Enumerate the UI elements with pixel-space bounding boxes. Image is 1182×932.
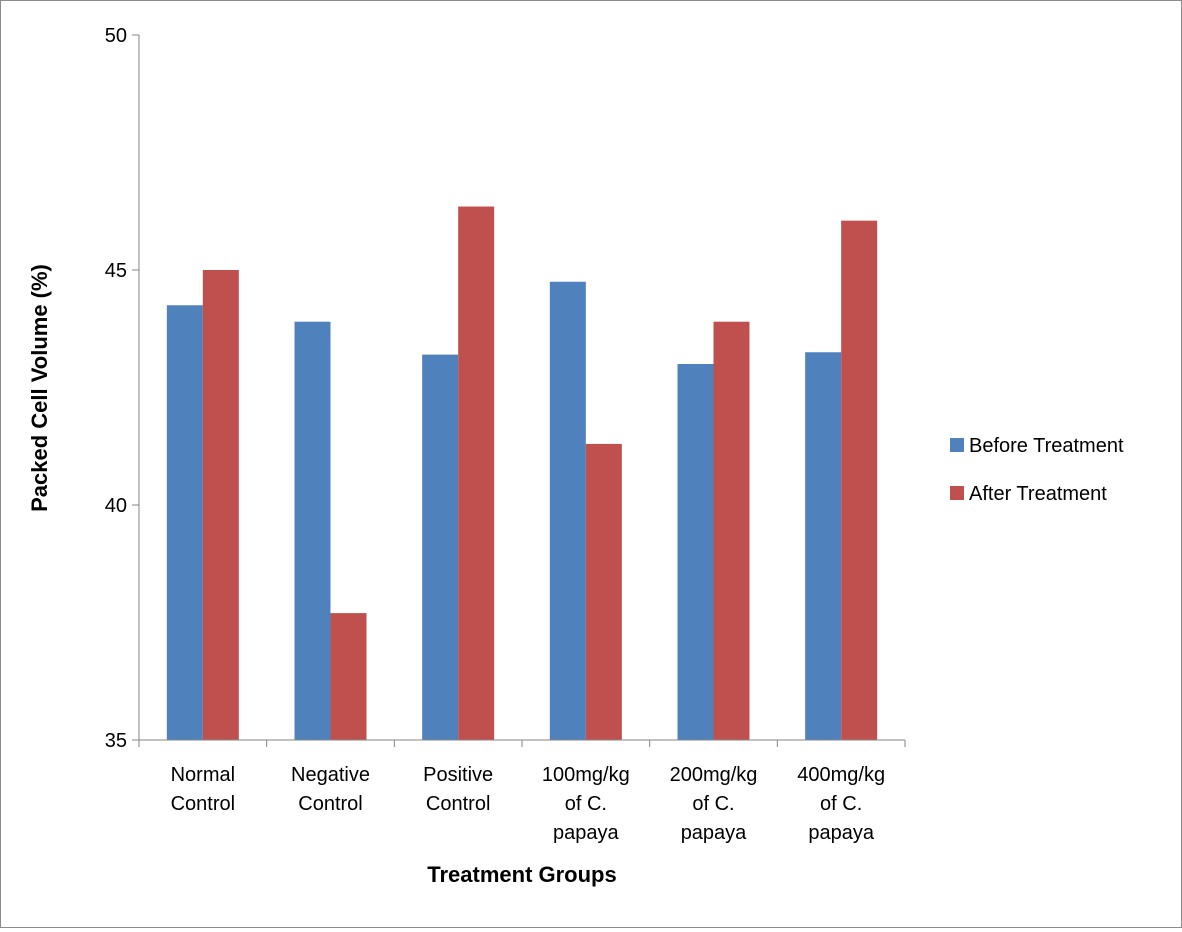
x-category-label-3: 100mg/kg of C. papaya — [542, 764, 630, 844]
x-category-label-line: Control — [298, 793, 362, 815]
x-category-label-line: 400mg/kg — [797, 764, 885, 786]
legend-label-1: After Treatment — [969, 483, 1107, 505]
x-category-label-line: Control — [171, 793, 235, 815]
bar-before-0 — [166, 305, 203, 740]
bar-before-2 — [422, 354, 459, 740]
bar-before-1 — [294, 321, 331, 740]
y-tick-label-45: 45 — [105, 260, 127, 282]
x-category-label-0: Normal Control — [171, 764, 235, 815]
bar-before-4 — [677, 364, 714, 740]
x-category-label-line: papaya — [553, 822, 619, 844]
legend: Before Treatment After Treatment — [950, 435, 1124, 505]
x-category-label-1: Negative Control — [291, 764, 370, 815]
bar-before-5 — [805, 352, 842, 740]
x-category-label-line: Control — [426, 793, 490, 815]
x-category-label-5: 400mg/kg of C. papaya — [797, 764, 885, 844]
x-category-label-line: Positive — [423, 764, 493, 786]
x-category-label-line: of C. — [820, 793, 862, 815]
x-category-label-line: papaya — [681, 822, 747, 844]
plot-area — [166, 206, 878, 741]
bar-after-5 — [841, 220, 878, 740]
y-tick-label-40: 40 — [105, 495, 127, 517]
bar-after-4 — [713, 321, 750, 740]
bar-after-1 — [330, 613, 367, 740]
x-category-label-line: 200mg/kg — [670, 764, 758, 786]
x-category-label-4: 200mg/kg of C. papaya — [670, 764, 758, 844]
x-axis-title: Treatment Groups — [427, 862, 616, 887]
x-category-label-line: Normal — [171, 764, 235, 786]
y-tick-label-35: 35 — [105, 730, 127, 752]
x-category-label-line: papaya — [808, 822, 874, 844]
legend-swatch-1 — [950, 486, 964, 500]
bar-before-3 — [549, 281, 586, 740]
x-category-label-line: of C. — [692, 793, 734, 815]
legend-swatch-0 — [950, 438, 964, 452]
x-category-label-2: Positive Control — [423, 764, 493, 815]
legend-label-0: Before Treatment — [969, 435, 1124, 457]
bar-after-3 — [585, 443, 622, 740]
y-axis-title: Packed Cell Volume (%) — [27, 264, 52, 512]
y-tick-label-50: 50 — [105, 25, 127, 47]
x-category-label-line: of C. — [565, 793, 607, 815]
x-category-label-line: Negative — [291, 764, 370, 786]
x-category-label-line: 100mg/kg — [542, 764, 630, 786]
bar-after-2 — [458, 206, 495, 741]
bar-after-0 — [202, 270, 239, 740]
